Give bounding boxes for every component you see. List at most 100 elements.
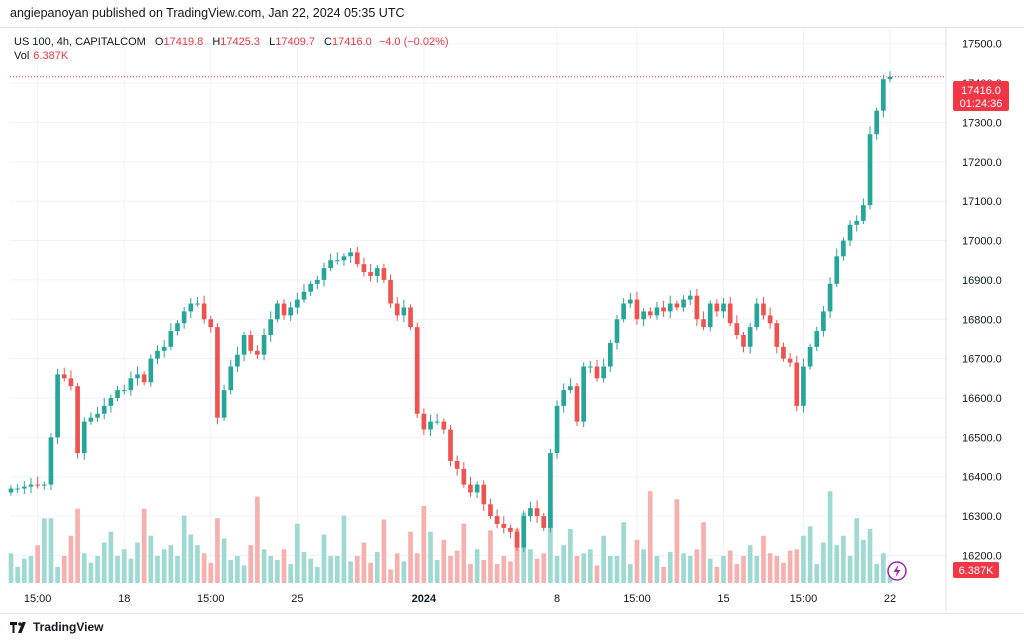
candle-body xyxy=(428,421,433,430)
candle-body xyxy=(88,417,94,422)
candle-body xyxy=(388,279,393,304)
lightning-icon[interactable] xyxy=(887,561,907,581)
candle-body xyxy=(887,76,893,80)
volume-bar xyxy=(101,542,107,583)
candle xyxy=(314,275,320,290)
candle xyxy=(55,368,60,445)
candle-body xyxy=(667,303,673,312)
candle xyxy=(261,328,267,361)
volume-bar xyxy=(574,556,580,583)
volume-bar xyxy=(354,556,360,583)
volume-bar xyxy=(568,529,573,583)
candle xyxy=(255,345,260,360)
time-tick-label: 22 xyxy=(884,593,896,605)
volume-bar xyxy=(861,539,866,583)
candle-body xyxy=(801,366,806,406)
candle xyxy=(275,300,280,323)
volume-bar xyxy=(261,549,267,583)
volume-bars xyxy=(8,491,893,583)
candle-body xyxy=(275,303,280,320)
volume-bar xyxy=(767,553,773,583)
candle-body xyxy=(281,303,287,316)
candle xyxy=(448,425,453,467)
volume-bar xyxy=(348,561,353,583)
candle-body xyxy=(787,358,793,363)
candle-body xyxy=(308,283,313,292)
candle xyxy=(707,300,713,332)
candle xyxy=(461,462,467,488)
symbol-label[interactable]: US 100, 4h, CAPITALCOM xyxy=(14,36,146,48)
volume-bar xyxy=(681,553,686,583)
price-tick-label: 16700.0 xyxy=(962,354,1002,366)
candle xyxy=(581,362,587,428)
volume-bar xyxy=(714,566,720,583)
candle-body xyxy=(528,508,533,517)
candle xyxy=(268,311,274,342)
volume-bar xyxy=(534,558,540,583)
candlesticks xyxy=(8,71,893,552)
candle-body xyxy=(474,484,480,493)
candle xyxy=(75,383,80,459)
candle-body xyxy=(441,421,447,430)
candle-body xyxy=(874,110,880,135)
price-chart[interactable]: 17500.017400.017300.017200.017100.017000… xyxy=(0,28,1024,612)
candle xyxy=(195,296,200,307)
candle-body xyxy=(694,295,700,320)
candle-body xyxy=(235,354,240,367)
candle xyxy=(548,448,553,533)
candle-body xyxy=(514,531,520,548)
footer-brand[interactable]: TradingView xyxy=(10,620,103,634)
candle xyxy=(401,299,407,323)
volume-bar xyxy=(75,508,80,583)
candle-body xyxy=(228,366,234,391)
candle-body xyxy=(607,342,613,367)
candle xyxy=(141,371,147,386)
candle-body xyxy=(108,398,114,406)
candle xyxy=(374,264,380,283)
chart-frame xyxy=(0,27,1024,614)
price-tick-label: 17100.0 xyxy=(962,196,1002,208)
candle xyxy=(861,198,866,225)
candle-body xyxy=(674,303,680,308)
countdown-label: 01:24:36 xyxy=(960,98,1003,110)
candle-body xyxy=(781,346,786,359)
candle-body xyxy=(448,429,453,461)
candle xyxy=(48,433,54,491)
candle-body xyxy=(101,405,107,414)
volume-bar xyxy=(588,549,593,583)
candle xyxy=(821,305,826,337)
candle xyxy=(481,480,487,511)
volume-bar xyxy=(468,564,473,583)
volume-bar xyxy=(228,560,234,583)
volume-bar xyxy=(834,545,840,583)
candle xyxy=(235,346,240,373)
volume-bar xyxy=(381,519,387,583)
candle xyxy=(354,246,360,268)
candle xyxy=(734,315,740,340)
candle xyxy=(288,301,294,321)
candle-body xyxy=(121,390,127,392)
volume-bar xyxy=(514,529,520,583)
candle xyxy=(115,385,120,402)
candle-body xyxy=(701,319,706,328)
candle-body xyxy=(434,421,440,423)
volume-bar xyxy=(854,518,860,583)
candle xyxy=(641,308,646,326)
candle xyxy=(301,283,307,303)
volume-bar xyxy=(548,508,553,583)
volume-bar xyxy=(434,560,440,583)
volume-bar xyxy=(814,564,820,583)
candle xyxy=(621,298,626,323)
candle xyxy=(647,307,653,319)
candle xyxy=(501,516,507,534)
candle-body xyxy=(15,488,20,490)
volume-bar xyxy=(647,491,653,583)
candle-body xyxy=(414,327,420,414)
candle xyxy=(761,296,766,320)
candle xyxy=(714,299,720,317)
candle xyxy=(494,509,500,529)
volume-bar xyxy=(741,556,746,583)
candle xyxy=(681,295,686,312)
volume-bar xyxy=(667,551,673,583)
open-value: 17419.8 xyxy=(163,36,204,48)
